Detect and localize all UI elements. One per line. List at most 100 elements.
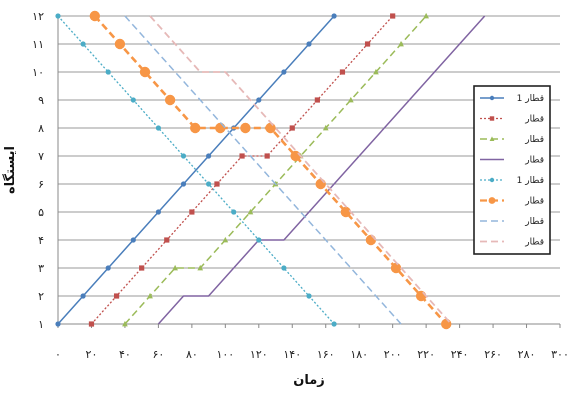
x-tick-label: ۱۰۰ (216, 348, 234, 361)
series-line (124, 15, 427, 325)
data-point (172, 264, 178, 271)
data-point (105, 69, 111, 75)
data-point (265, 122, 276, 134)
legend-label: قطار (524, 197, 544, 207)
legend-item: قطار (480, 217, 544, 227)
series-6 (89, 10, 452, 330)
y-tick-label: ۲ (38, 290, 44, 303)
data-point (80, 293, 86, 299)
data-point (164, 94, 176, 106)
data-point (114, 38, 126, 50)
y-tick-label: ۵ (38, 206, 44, 219)
y-axis-label: ایستگاه (2, 146, 18, 194)
x-tick-label: ۱۶۰ (317, 348, 335, 361)
legend-item: قطار (480, 197, 544, 207)
plot-area (55, 10, 486, 330)
series-7 (124, 15, 402, 325)
series-line (57, 15, 335, 325)
data-point (89, 10, 101, 22)
series-line (93, 15, 448, 325)
legend-marker (489, 116, 495, 121)
legend-item: قطار (480, 115, 544, 125)
x-tick-label: ۲۲۰ (417, 348, 435, 361)
x-tick-label: ۲۸۰ (518, 348, 536, 361)
data-point (155, 125, 161, 131)
data-point (256, 237, 262, 243)
series-4 (157, 15, 486, 325)
series-2 (88, 13, 396, 327)
data-point (398, 40, 404, 47)
data-point (306, 293, 312, 299)
y-tick-label: ۳ (38, 262, 44, 275)
x-tick-label: ۲۴۰ (451, 348, 469, 361)
y-tick-label: ۱۲ (32, 10, 44, 23)
data-point (155, 209, 161, 215)
data-point (189, 209, 195, 215)
legend-marker (489, 95, 495, 101)
series-line (149, 15, 452, 325)
series-line (124, 15, 402, 325)
series-8 (149, 15, 452, 325)
data-point (130, 237, 136, 243)
data-point (247, 208, 254, 215)
data-point (340, 206, 352, 218)
y-tick-label: ۱۱ (32, 38, 44, 51)
data-point (281, 265, 287, 271)
data-point (306, 41, 312, 47)
data-point (206, 181, 212, 187)
data-point (390, 13, 396, 19)
data-point (314, 97, 320, 103)
x-tick-label: ۱۸۰ (350, 348, 368, 361)
x-axis-label: زمان (293, 373, 325, 388)
data-point (365, 234, 377, 246)
data-point (239, 153, 245, 159)
legend-label: قطار (524, 156, 544, 166)
legend-item: قطار (480, 238, 544, 248)
legend-item: قطار 1 (480, 176, 544, 186)
legend: قطار 1 قطار قطار قطار قطار 1 قطار قطار قطار (473, 85, 551, 255)
data-point (231, 209, 237, 215)
data-point (122, 320, 128, 327)
legend-marker (489, 177, 495, 183)
y-tick-label: ۱ (38, 318, 44, 331)
x-tick-label: ۰ (55, 348, 61, 361)
y-tick-label: ۸ (38, 122, 44, 135)
data-point (322, 124, 329, 131)
legend-label: قطار 1 (517, 94, 544, 104)
data-point (441, 318, 452, 330)
legend-label: قطار 1 (517, 176, 544, 186)
data-point (347, 96, 354, 103)
data-point (206, 153, 212, 159)
x-tick-label: ۲۰۰ (384, 348, 402, 361)
data-point (264, 153, 270, 159)
series-1 (55, 13, 337, 327)
data-point (222, 236, 229, 243)
data-point (190, 122, 201, 134)
x-tick-label: ۲۶۰ (484, 348, 502, 361)
data-point (113, 293, 120, 299)
legend-item: قطار (480, 135, 544, 145)
data-point (197, 264, 204, 271)
data-point (215, 122, 226, 134)
data-point (415, 290, 427, 302)
data-point (147, 292, 153, 299)
x-tick-label: ۸۰ (186, 348, 198, 361)
legend-marker (488, 197, 496, 204)
data-point (105, 265, 111, 271)
series-line (157, 15, 486, 325)
series-line (57, 15, 335, 325)
data-point (240, 122, 251, 134)
data-point (130, 97, 136, 103)
data-point (88, 321, 95, 327)
y-tick-label: ۶ (38, 178, 44, 191)
x-tick-label: ۴۰ (119, 348, 131, 361)
legend-label: قطار (524, 217, 544, 227)
legend-box (473, 85, 551, 255)
legend-label: قطار (524, 238, 544, 248)
data-point (180, 153, 187, 159)
legend-item: قطار 1 (480, 94, 544, 104)
data-point (55, 13, 61, 19)
data-point (331, 321, 337, 327)
